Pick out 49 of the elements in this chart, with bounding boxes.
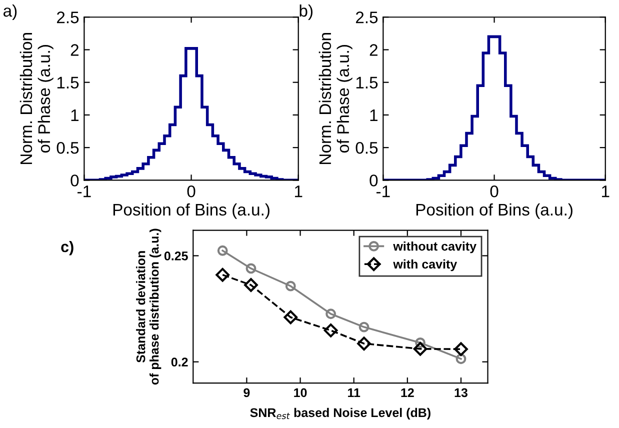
text: c) <box>61 240 74 256</box>
x-tick-label: 10 <box>294 388 307 398</box>
point <box>285 280 296 292</box>
point <box>284 310 298 324</box>
point <box>454 342 468 356</box>
x-tick-label: 1 <box>602 186 610 198</box>
y-tick-label: 2.5 <box>356 12 378 24</box>
text: b) <box>300 4 312 20</box>
y-axis-title: Norm. Distribution of Phase (a.u.) <box>20 33 54 164</box>
point <box>413 342 428 356</box>
point <box>415 338 426 348</box>
y-tick-label: 0 <box>70 174 79 186</box>
point <box>217 245 228 256</box>
y-tick-label: 2 <box>370 44 378 56</box>
x-tick-label: 13 <box>454 388 468 398</box>
x-tick-label: -1 <box>376 186 390 198</box>
x-tick-label: 0 <box>490 185 498 198</box>
y-tick-label: 0 <box>370 174 378 186</box>
legend-label: with cavity <box>393 259 458 272</box>
y-tick-label: 1 <box>71 110 79 121</box>
y-tick-label: 0.25 <box>164 252 188 260</box>
y-tick-label: 0.5 <box>56 142 79 154</box>
y-tick-label: 1.5 <box>57 76 79 89</box>
point <box>244 278 258 292</box>
y-tick-label: 0.5 <box>356 142 378 154</box>
point <box>326 308 336 320</box>
legend-label: without cavity <box>393 242 476 254</box>
point <box>324 323 338 338</box>
y-tick-label: 0.2 <box>171 358 188 366</box>
x-tick-label: 12 <box>401 388 414 397</box>
point <box>357 336 371 351</box>
x-tick-label: -1 <box>78 186 91 198</box>
point <box>216 268 230 282</box>
point <box>246 263 256 274</box>
point <box>358 322 370 332</box>
x-axis-title: Position of Bins (a.u.) <box>416 203 572 219</box>
x-tick-label: 9 <box>244 388 250 398</box>
y-tick-label: 2 <box>70 44 78 56</box>
y-axis-title: Standard deviation of phase distribution (a.u.) <box>136 228 162 385</box>
point <box>456 354 466 364</box>
y-tick-label: 1.5 <box>356 76 378 89</box>
x-axis-title: SNR$_{est}$ based Noise Level (dB) <box>250 408 430 420</box>
y-axis-title: Norm. Distribution of Phase (a.u.) <box>318 33 352 164</box>
y-tick-label: 2.5 <box>56 12 79 24</box>
y-tick-label: 1 <box>370 110 378 121</box>
x-tick-label: 1 <box>294 186 302 198</box>
text: a) <box>4 4 17 20</box>
x-tick-label: 11 <box>348 388 360 397</box>
x-axis-title: Position of Bins (a.u.) <box>113 203 270 219</box>
